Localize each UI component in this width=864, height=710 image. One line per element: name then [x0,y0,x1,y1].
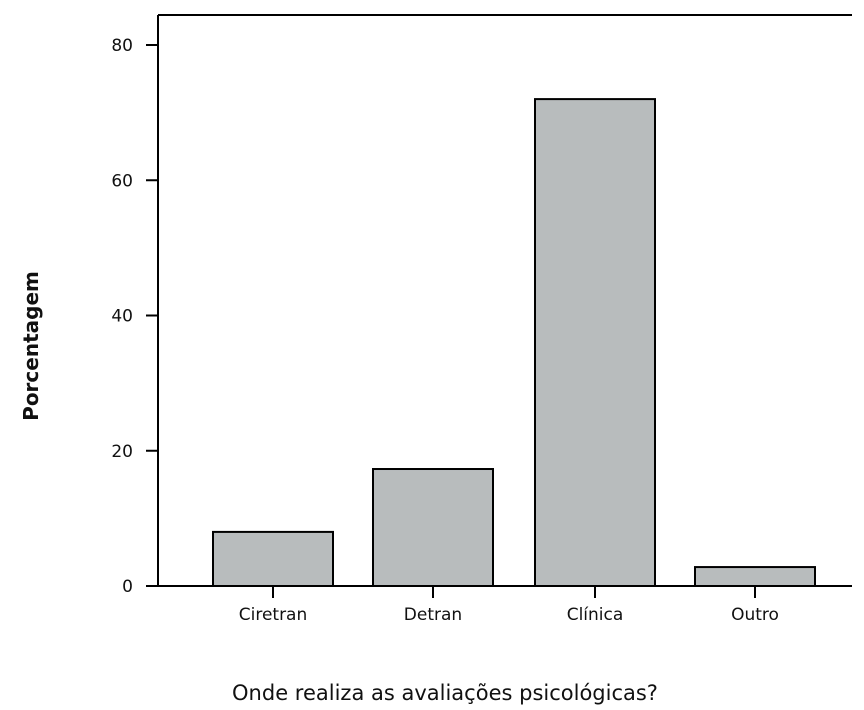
y-tick-label: 60 [111,171,133,191]
x-ticks: Ciretran Detran Clínica Outro [239,586,779,625]
bar-outro [694,566,816,588]
y-ticks: 0 20 40 60 80 [111,36,158,597]
x-tick-label: Ciretran [239,605,308,625]
bar-ciretran [212,530,334,588]
axes [146,14,852,587]
y-tick-label: 80 [111,36,133,56]
y-tick-label: 20 [111,442,133,462]
bar-detran [372,468,494,588]
x-tick-label: Outro [731,605,779,625]
x-tick-label: Detran [404,605,462,625]
y-tick-label: 0 [122,577,133,597]
bars [212,98,816,588]
y-axis-label: Porcentagem [19,271,43,421]
x-axis-label: Onde realiza as avaliações psicológicas? [232,681,658,705]
y-tick-label: 40 [111,307,133,327]
bar-clinica [534,98,656,587]
x-tick-label: Clínica [567,605,624,625]
